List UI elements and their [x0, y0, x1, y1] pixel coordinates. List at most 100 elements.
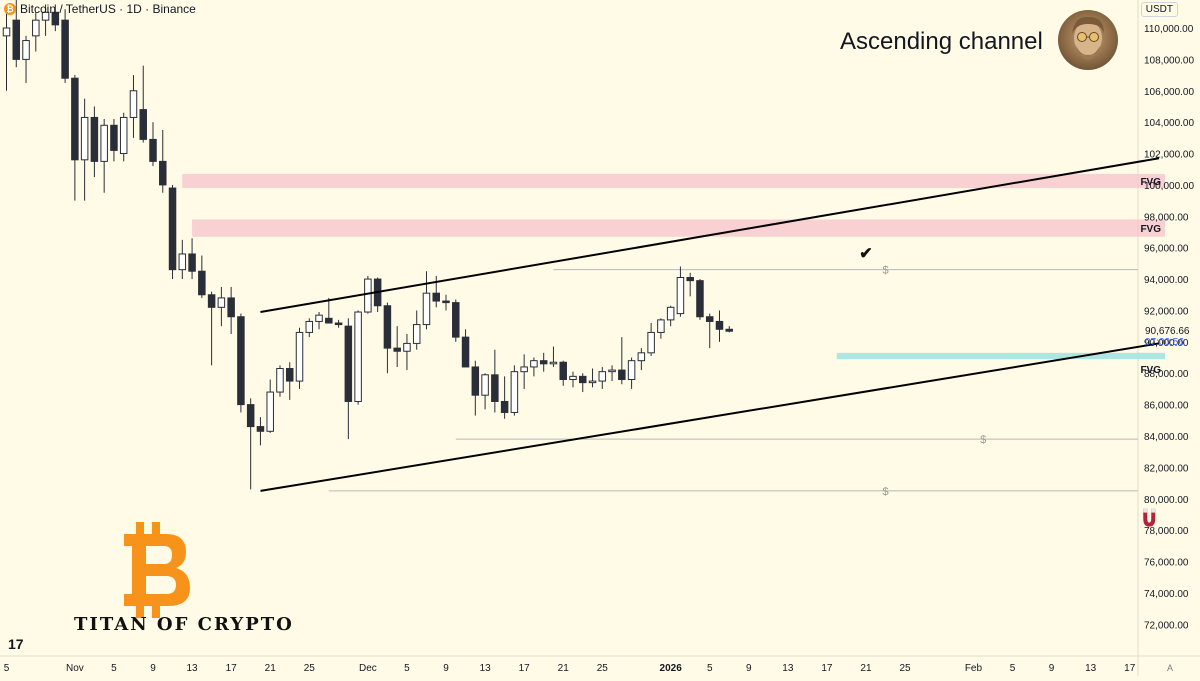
channel-lower-line	[260, 342, 1160, 492]
candle-body	[129, 90, 138, 118]
candle-body	[119, 116, 128, 155]
magnet-tip-right	[1151, 508, 1156, 513]
avatar-portrait-icon	[1072, 16, 1104, 60]
fvg-zone	[836, 352, 1166, 360]
candle-body	[715, 320, 724, 330]
price-tick-label: 104,000.00	[1144, 118, 1194, 129]
candle-body	[344, 325, 353, 402]
time-axis[interactable]: 5 Nov 5 9 13 17 21 25 Dec 5 9 13 17 21 25 2026 5 9 13 17 21 2…	[4, 663, 1173, 674]
time-tick-label: 13	[782, 663, 794, 674]
price-tick-label: 84,000.00	[1144, 432, 1189, 443]
price-tick-label: 82,000.00	[1144, 463, 1189, 474]
candle-body	[178, 253, 187, 271]
candle-body	[549, 361, 558, 365]
liquidity-dollar-label: $	[882, 486, 888, 498]
time-tick-label: 2026	[660, 663, 683, 674]
price-tick-label: 76,000.00	[1144, 558, 1189, 569]
price-axis[interactable]: 72,000.00 74,000.00 76,000.00 78,000.00 80,0…	[1144, 24, 1194, 631]
time-tick-label: 17	[1124, 663, 1136, 674]
candle-body	[168, 187, 177, 271]
time-tick-label: 13	[1085, 663, 1097, 674]
candle-body	[657, 319, 665, 333]
magnet-tip-left	[1143, 508, 1148, 513]
candle-body	[80, 116, 89, 161]
tradingview-logo[interactable]: 17	[8, 636, 24, 652]
candle-body	[637, 352, 646, 362]
candle-body	[461, 336, 470, 368]
time-tick-label: Feb	[965, 663, 983, 674]
candle-body	[266, 391, 274, 432]
bar-countdown-label: 07:00:56	[1145, 337, 1184, 348]
candle-body	[618, 369, 626, 381]
chart-headline: Ascending channel	[840, 28, 1043, 55]
candle-body	[686, 277, 694, 282]
magnet-icon	[1143, 508, 1156, 527]
candle-body	[471, 366, 480, 396]
candle-body	[110, 124, 118, 151]
candle-body	[32, 19, 40, 37]
candle-body	[725, 328, 734, 332]
price-tick-label: 106,000.00	[1144, 87, 1194, 98]
auto-scale-button[interactable]: A	[1167, 663, 1173, 673]
currency-badge[interactable]: USDT	[1140, 2, 1178, 17]
time-tick-label: 25	[900, 663, 912, 674]
time-tick-label: Dec	[359, 663, 377, 674]
brand-text: TITAN OF CRYPTO	[74, 614, 294, 635]
author-avatar	[1058, 10, 1118, 70]
candle-body	[256, 426, 265, 432]
candle-body	[520, 366, 528, 373]
candles	[2, 0, 734, 490]
liquidity-levels: $ $ $	[328, 265, 1138, 498]
bitcoin-logo-icon	[124, 522, 190, 618]
candle-body	[325, 317, 333, 324]
fvg-label: FVG	[1140, 365, 1161, 376]
candle-body	[334, 322, 343, 326]
symbol-title: Bitcoin / TetherUS · 1D · Binance	[20, 2, 196, 16]
candle-body	[354, 311, 362, 402]
candle-body	[422, 292, 431, 326]
candle-body	[237, 316, 245, 406]
candle-body	[295, 331, 304, 382]
candle-body	[569, 375, 577, 381]
time-tick-label: 9	[746, 663, 752, 674]
candle-body	[12, 19, 21, 60]
price-tick-label: 86,000.00	[1144, 401, 1189, 412]
symbol-header[interactable]: ₿ Bitcoin / TetherUS · 1D · Binance	[4, 2, 196, 16]
time-tick-label: 21	[265, 663, 277, 674]
candle-body	[159, 160, 167, 186]
candle-body	[598, 371, 607, 382]
candle-body	[500, 400, 509, 413]
candle-body	[276, 368, 284, 393]
candle-body	[705, 316, 714, 322]
candle-body	[90, 116, 99, 162]
candle-body	[61, 19, 69, 79]
candle-body	[217, 297, 226, 308]
ascending-channel	[260, 157, 1160, 492]
candle-body	[198, 270, 206, 296]
candle-body	[432, 292, 440, 302]
bitcoin-icon: ₿	[4, 3, 16, 15]
candle-body	[41, 11, 50, 21]
candle-body	[383, 305, 392, 349]
price-tick-label: 100,000.00	[1144, 181, 1194, 192]
candle-body	[246, 404, 255, 428]
fvg-label: FVG	[1140, 177, 1161, 188]
price-tick-label: 88,000.00	[1144, 369, 1189, 380]
price-tick-label: 72,000.00	[1144, 620, 1189, 631]
channel-upper-line	[260, 157, 1160, 314]
fvg-zone	[182, 173, 1166, 189]
fvg-label: FVG	[1140, 224, 1161, 235]
fvg-zone	[192, 219, 1166, 237]
candle-body	[71, 77, 79, 161]
time-tick-label: 25	[597, 663, 609, 674]
candle-body	[481, 374, 489, 396]
fvg-zones: FVG FVG FVG	[182, 173, 1166, 376]
candle-body	[412, 324, 421, 344]
time-tick-label: 17	[226, 663, 238, 674]
candle-body	[530, 360, 538, 368]
annotation-marks: ✔	[859, 245, 1156, 527]
candle-body	[22, 40, 30, 60]
